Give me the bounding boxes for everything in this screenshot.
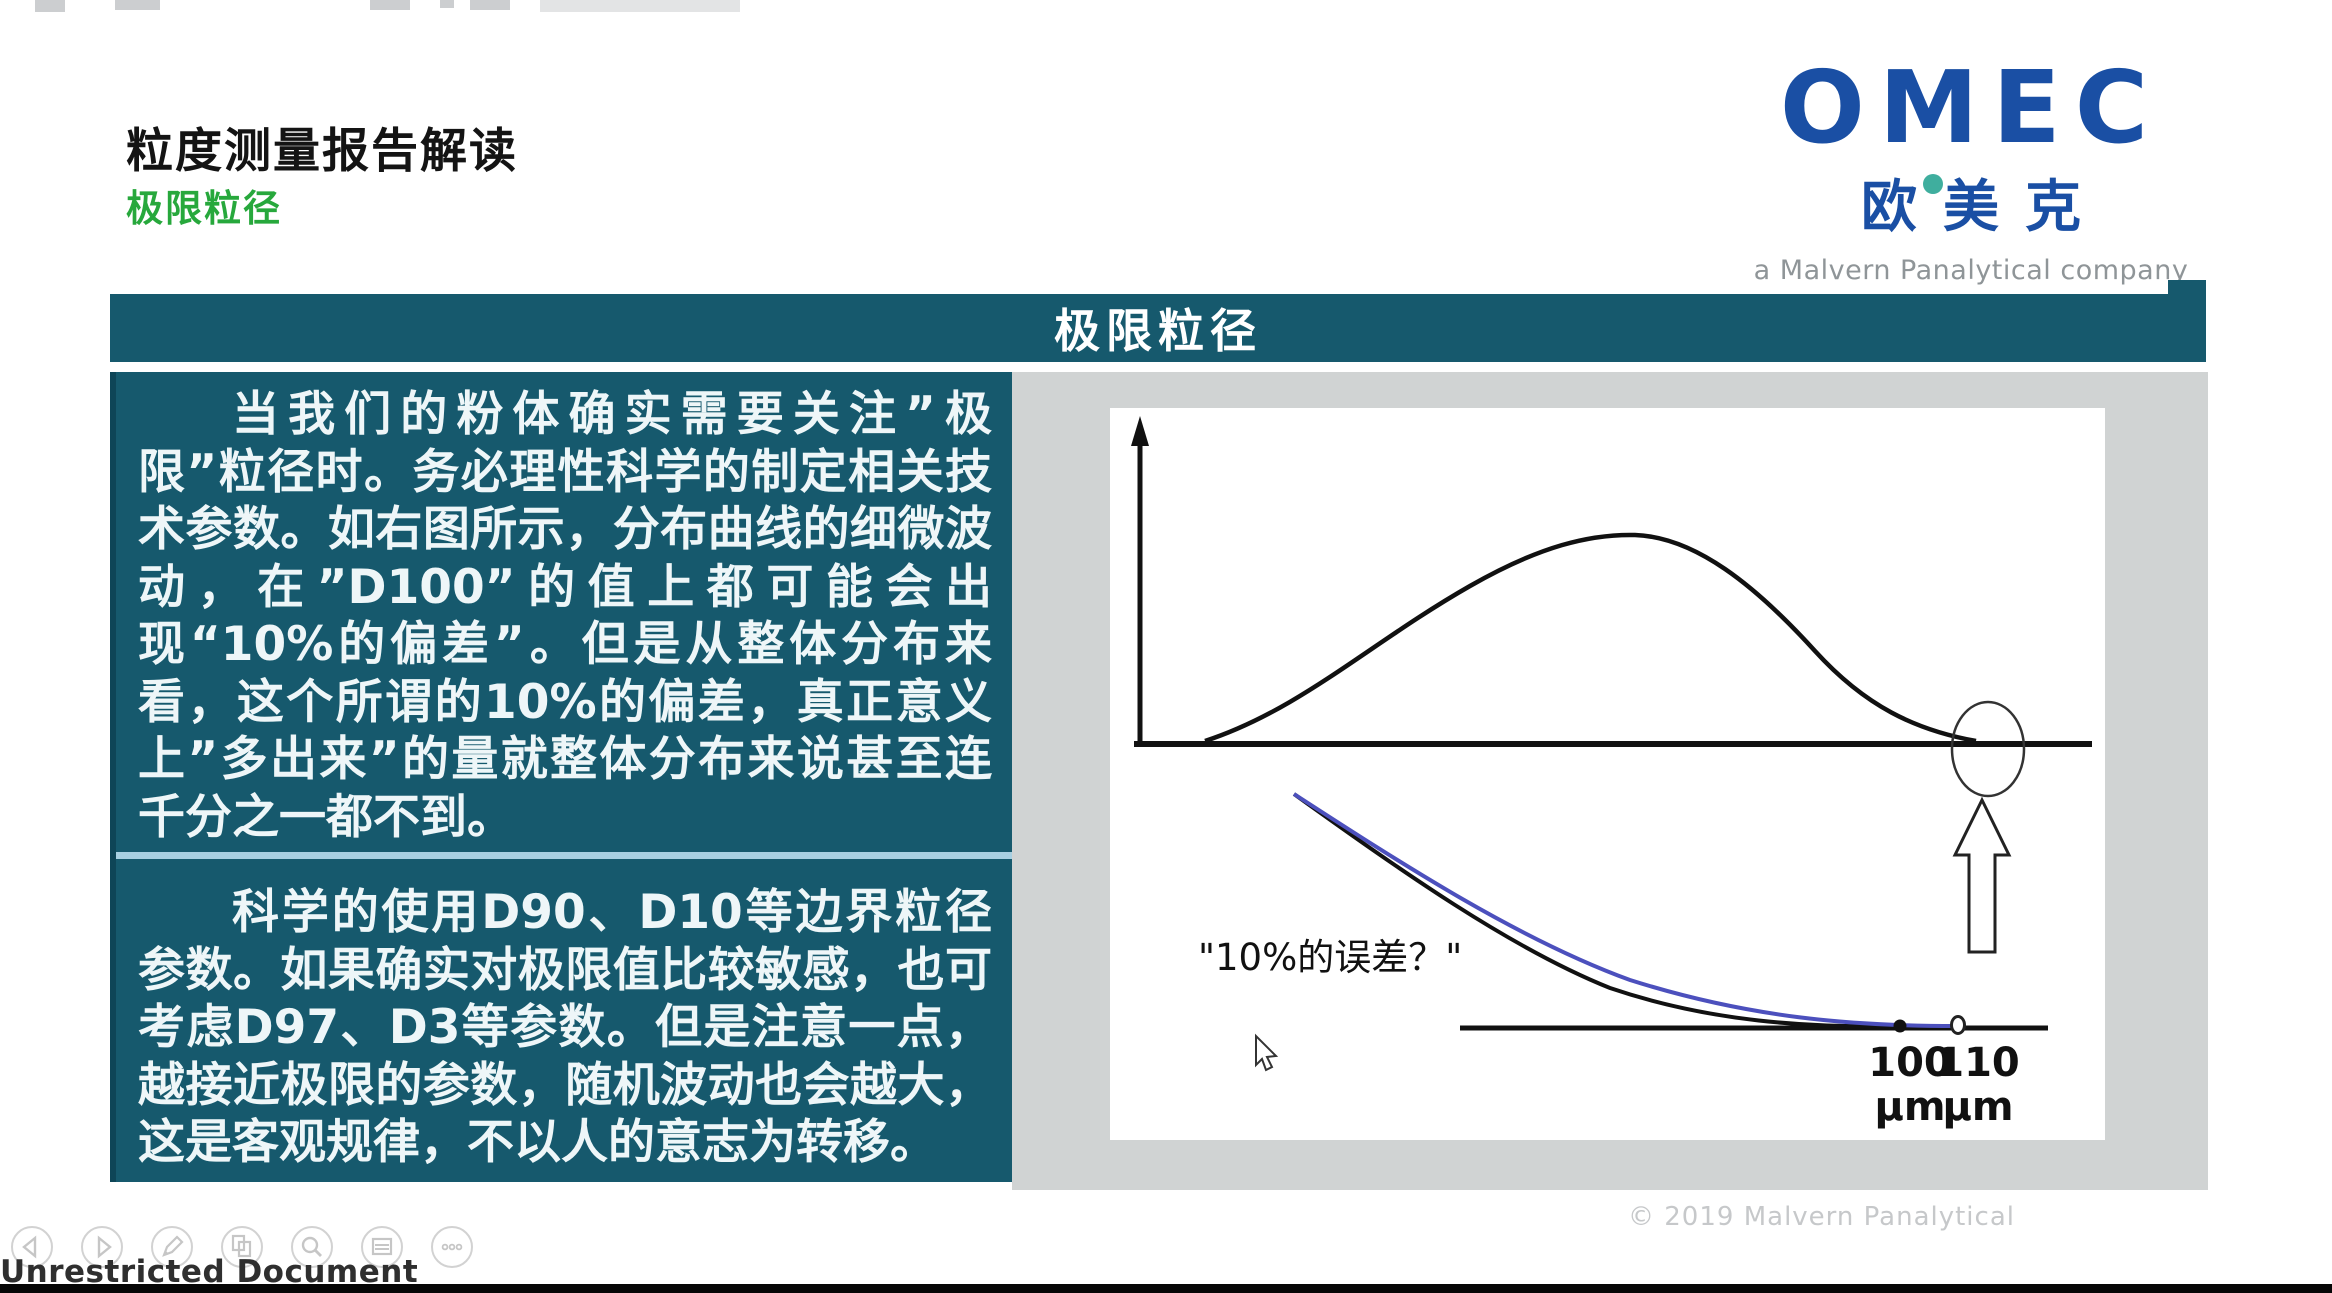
- paragraph-1: 当我们的粉体确实需要关注”极限”粒径时。务必理性科学的制定相关技术参数。如右图所…: [138, 387, 992, 845]
- top-edge-artifact: [440, 0, 454, 8]
- omec-logo-dot-icon: [1923, 174, 1943, 194]
- top-edge-artifact: [35, 0, 65, 12]
- copyright-text: © 2019 Malvern Panalytical: [1628, 1202, 2015, 1232]
- magnifier-handle-icon: [314, 1249, 322, 1257]
- bottom-black-bar: [0, 1284, 2332, 1293]
- omec-logo: OMEC 欧美克 a Malvern Panalytical company: [1745, 49, 2197, 287]
- toolbar-clipboard-button[interactable]: [220, 1225, 264, 1269]
- more-dots-icon: [441, 1243, 449, 1251]
- pen-icon: [162, 1235, 184, 1257]
- omec-logo-chinese: 欧美克: [1861, 175, 2107, 240]
- tick-100-unit: µm: [1874, 1084, 1945, 1130]
- next-arrow-icon: [97, 1235, 112, 1259]
- malvern-tagline: a Malvern Panalytical company: [1753, 255, 2189, 286]
- marker-100um: [1893, 1019, 1907, 1033]
- tick-110-value: 110: [1936, 1040, 2020, 1086]
- top-edge-artifact: [115, 0, 160, 10]
- error-annotation-label: "10%的误差？": [1198, 936, 1462, 979]
- toolbar-zoom-button[interactable]: [290, 1225, 334, 1269]
- page-subtitle: 极限粒径: [126, 187, 282, 230]
- toolbar-notes-button[interactable]: [360, 1225, 404, 1269]
- mouse-cursor: [1255, 1033, 1279, 1072]
- figure-canvas: "10%的误差？" 100 110 µm µm: [1110, 408, 2105, 1140]
- paragraph-2: 科学的使用D90、D10等边界粒径参数。如果确实对极限值比较敏感，也可考虑D97…: [138, 885, 992, 1170]
- up-arrow-annotation: [1952, 796, 2012, 954]
- y-axis-arrowhead: [1131, 416, 1149, 446]
- magnified-curve-blue: [1292, 792, 1957, 1028]
- omec-logo-text: OMEC: [1779, 49, 2163, 166]
- distribution-figure: "10%的误差？" 100 110 µm µm: [1131, 416, 2092, 1130]
- magnified-curve-black: [1292, 792, 1901, 1029]
- top-edge-artifact: [540, 0, 740, 12]
- toolbar-prev-button[interactable]: [10, 1225, 54, 1269]
- banner-corner-tab: [2168, 280, 2206, 296]
- distribution-curve: [1204, 532, 1977, 744]
- toolbar-more-button[interactable]: [430, 1225, 474, 1269]
- prev-arrow-icon: [22, 1235, 37, 1259]
- top-edge-artifact: [370, 0, 410, 10]
- banner-title: 极限粒径: [1054, 304, 1262, 358]
- slide-banner: 极限粒径: [110, 294, 2206, 362]
- toolbar-next-button[interactable]: [80, 1225, 124, 1269]
- panel-divider: [116, 852, 1014, 859]
- page-title: 粒度测量报告解读: [126, 124, 518, 179]
- notes-icon: [371, 1237, 393, 1256]
- viewer-toolbar: [10, 1225, 474, 1269]
- toolbar-pen-button[interactable]: [150, 1225, 194, 1269]
- magnifier-icon: [301, 1236, 319, 1254]
- tail-circle-annotation: [1950, 700, 2026, 798]
- tick-100-value: 100: [1868, 1040, 1952, 1086]
- text-panel: 当我们的粉体确实需要关注”极限”粒径时。务必理性科学的制定相关技术参数。如右图所…: [110, 372, 1014, 1182]
- top-edge-artifact: [470, 0, 510, 10]
- marker-110um: [1950, 1015, 1966, 1035]
- clipboard-copy-icon: [237, 1240, 252, 1258]
- tick-110-unit: µm: [1942, 1084, 2013, 1130]
